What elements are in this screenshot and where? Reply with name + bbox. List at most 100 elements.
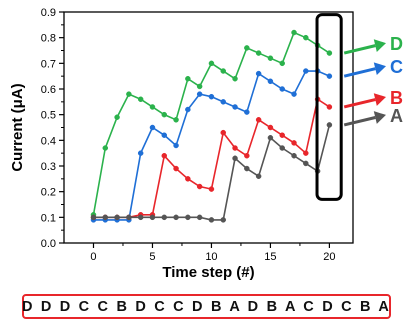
data-point-a xyxy=(90,214,97,221)
data-point-a xyxy=(137,214,144,221)
arrow-head-a xyxy=(373,111,386,124)
data-point-b xyxy=(267,124,274,131)
data-point-b xyxy=(220,129,226,136)
data-point-b xyxy=(185,176,191,182)
arrow-head-b xyxy=(373,93,386,106)
data-point-d xyxy=(326,50,333,56)
data-point-c xyxy=(326,73,333,79)
x-axis-title: Time step (#) xyxy=(162,264,254,281)
data-point-c xyxy=(161,132,168,138)
data-point-a xyxy=(173,214,179,221)
data-point-c xyxy=(244,109,250,115)
data-point-b xyxy=(303,150,309,156)
data-point-b xyxy=(196,183,203,190)
y-tick-label: 0.2 xyxy=(41,187,56,199)
data-point-c xyxy=(137,150,144,156)
data-point-b xyxy=(232,145,238,151)
data-point-d xyxy=(173,117,179,123)
arrow-head-d xyxy=(373,39,386,52)
series-group xyxy=(90,29,333,223)
data-point-d xyxy=(303,34,309,41)
data-point-d xyxy=(291,29,297,36)
data-point-a xyxy=(326,122,333,128)
arrow-head-c xyxy=(373,62,386,76)
data-point-b xyxy=(208,186,215,192)
x-tick-label: 10 xyxy=(205,251,217,263)
data-point-a xyxy=(291,152,297,159)
data-point-c xyxy=(196,91,203,97)
data-point-b xyxy=(161,152,168,159)
y-axis-title: Current (μA) xyxy=(9,83,26,171)
data-point-d xyxy=(232,75,238,82)
data-point-b xyxy=(255,117,262,123)
data-point-b xyxy=(291,140,297,146)
data-point-d xyxy=(244,45,250,51)
y-tick-label: 0.1 xyxy=(41,212,56,224)
data-point-c xyxy=(173,142,179,149)
series-label-a: A xyxy=(390,106,403,126)
y-tick-label: 0.0 xyxy=(41,238,56,250)
data-point-c xyxy=(185,106,191,113)
data-point-b xyxy=(244,152,250,159)
data-point-a xyxy=(232,155,238,162)
data-point-d xyxy=(220,68,226,74)
y-tick-label: 0.8 xyxy=(41,33,56,45)
sequence-text: D D D C C B D C C D B A D B A C D C B A xyxy=(21,298,392,315)
x-tick-label: 20 xyxy=(323,251,335,263)
data-point-b xyxy=(326,104,333,110)
current-time-chart: 0.0 0.1 0.2 0.3 0.4 0.5 0.6 0.7 0.8 0.9 0 5 10 15 20 Ti… xyxy=(9,7,403,281)
data-point-d xyxy=(149,104,156,110)
sequence-box: D D D C C B D C C D B A D B A C D C B A xyxy=(22,294,391,319)
y-tick-label: 0.7 xyxy=(41,58,56,70)
arrow-shaft-a xyxy=(343,116,376,127)
plot-frame xyxy=(63,11,354,244)
series-label-c: C xyxy=(390,57,403,77)
data-point-d xyxy=(196,83,203,90)
data-point-c xyxy=(303,68,309,74)
data-point-a xyxy=(196,214,203,221)
data-point-c xyxy=(255,70,262,77)
y-tick-label: 0.6 xyxy=(41,84,56,96)
data-point-d xyxy=(137,96,144,103)
data-point-c xyxy=(149,124,156,131)
data-point-a xyxy=(267,135,274,141)
x-tick-label: 0 xyxy=(90,251,96,263)
data-point-d xyxy=(126,91,132,97)
highlight-box xyxy=(315,13,343,201)
series-label-b: B xyxy=(390,88,403,108)
data-point-a xyxy=(114,214,120,221)
data-point-a xyxy=(279,145,285,151)
data-point-d xyxy=(255,50,262,56)
data-point-c xyxy=(220,99,226,105)
y-tick-label: 0.5 xyxy=(41,110,56,122)
data-point-a xyxy=(255,173,262,180)
series-line-a xyxy=(93,124,331,221)
data-point-c xyxy=(291,91,297,97)
data-point-a xyxy=(185,214,191,221)
data-point-d xyxy=(102,145,109,151)
data-point-b xyxy=(173,165,179,172)
data-point-c xyxy=(279,86,285,92)
x-tick-label: 5 xyxy=(149,251,155,263)
data-point-a xyxy=(126,214,132,221)
data-point-a xyxy=(149,214,156,221)
arrow-shaft-d xyxy=(343,44,376,55)
data-point-a xyxy=(102,214,109,221)
data-point-a xyxy=(208,217,215,223)
data-point-c xyxy=(232,104,238,110)
arrow-shaft-c xyxy=(343,67,376,78)
data-point-d xyxy=(185,75,191,82)
y-tick-label: 0.4 xyxy=(41,135,56,147)
x-tick-label: 15 xyxy=(264,251,276,263)
y-tick-label: 0.9 xyxy=(41,7,56,19)
data-point-c xyxy=(267,78,274,85)
data-point-c xyxy=(208,93,215,100)
data-point-a xyxy=(220,217,226,223)
y-tick-label: 0.3 xyxy=(41,161,56,173)
data-point-a xyxy=(161,214,168,221)
series-label-d: D xyxy=(390,34,403,54)
data-point-d xyxy=(161,111,168,118)
data-point-d xyxy=(114,114,120,120)
data-point-a xyxy=(303,160,309,167)
